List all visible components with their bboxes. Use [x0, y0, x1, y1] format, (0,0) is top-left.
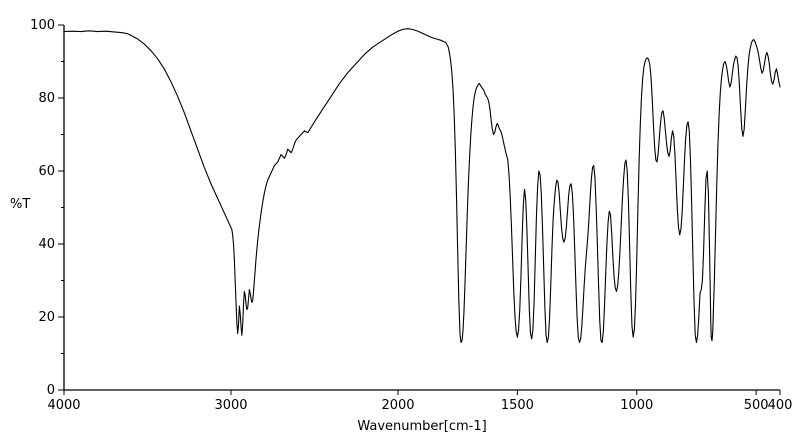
x-tick-label: 1000 — [620, 398, 653, 413]
x-tick-label: 4000 — [47, 398, 80, 413]
x-tick-label: 2000 — [381, 398, 414, 413]
axis-frame — [63, 25, 780, 391]
y-tick-label: 80 — [38, 91, 55, 106]
y-axis-label: %T — [10, 197, 30, 212]
y-tick-label: 60 — [38, 164, 55, 179]
x-tick-label: 400 — [768, 398, 793, 413]
x-tick-label: 3000 — [214, 398, 247, 413]
spectrum-trace — [63, 28, 781, 344]
y-tick-label: 100 — [30, 18, 55, 33]
y-tick-label: 0 — [47, 383, 55, 398]
x-tick-label: 500 — [744, 398, 769, 413]
transmittance-curve — [63, 28, 781, 344]
x-axis-label: Wavenumber[cm-1] — [357, 419, 486, 434]
y-tick-label: 20 — [38, 310, 55, 325]
y-tick-label: 40 — [38, 237, 55, 252]
x-tick-label: 1500 — [501, 398, 534, 413]
